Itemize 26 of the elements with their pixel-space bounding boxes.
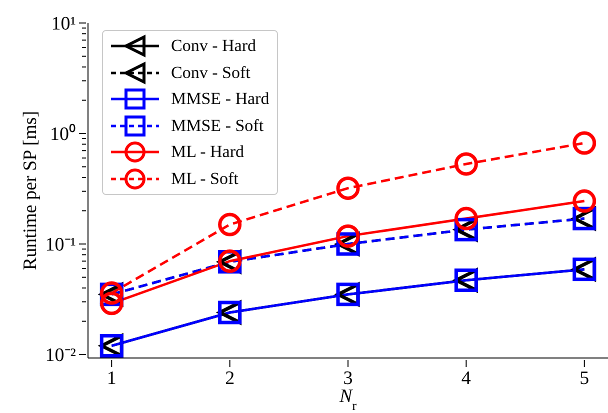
point: [454, 152, 478, 176]
legend-label: MMSE - Hard: [171, 89, 270, 110]
legend-label: Conv - Hard: [171, 36, 256, 56]
x-axis-title: N$_{r}$: [338, 386, 358, 412]
y-axis-title: Runtime per SP [ms]: [20, 110, 42, 270]
legend-label: ML - Hard: [171, 142, 244, 162]
point: [454, 206, 478, 230]
y-tick-label: 10⁻²: [45, 345, 76, 366]
point: [100, 292, 124, 316]
point: [218, 300, 242, 324]
point: [572, 189, 596, 213]
legend-label: Conv - Soft: [171, 62, 250, 83]
y-tick-label: 10⁰: [50, 123, 76, 146]
legend-label: MMSE - Soft: [171, 116, 264, 136]
point: [218, 212, 242, 236]
y-tick-label: 10¹: [51, 14, 76, 35]
point: [336, 224, 360, 248]
x-tick-label: 2: [225, 368, 235, 389]
y-tick-label: 10⁻¹: [45, 234, 76, 256]
point: [572, 131, 596, 155]
x-tick-label: 3: [343, 368, 353, 389]
point: [336, 176, 360, 200]
x-tick-label: 1: [106, 368, 116, 389]
x-tick-label: 5: [580, 368, 590, 389]
legend-label: ML - Soft: [171, 168, 238, 189]
x-tick-label: 4: [461, 368, 472, 389]
